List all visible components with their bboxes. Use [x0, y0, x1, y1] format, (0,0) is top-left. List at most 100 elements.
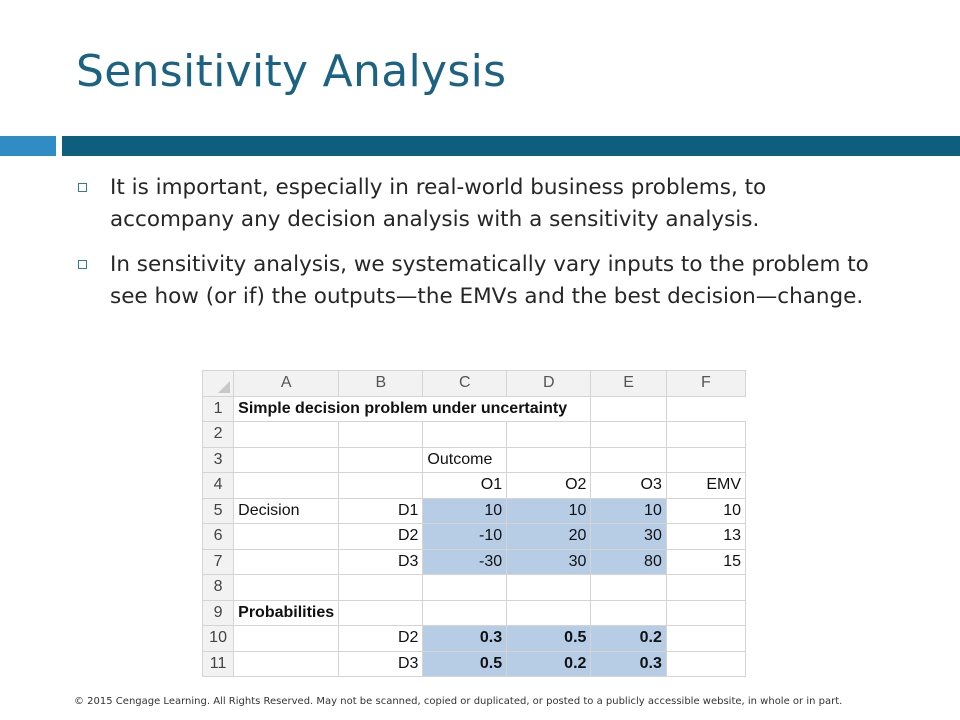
row-header[interactable]: 10 [202, 625, 235, 652]
column-header[interactable]: F [665, 370, 746, 397]
cell[interactable] [233, 574, 340, 601]
cell[interactable] [590, 395, 667, 422]
cell[interactable] [506, 599, 592, 626]
bullet-item: It is important, especially in real-worl… [74, 172, 874, 236]
table-row: 7 D3 -30 30 80 15 [202, 548, 746, 575]
bullet-item: In sensitivity analysis, we systematical… [74, 249, 874, 313]
outcome-label-cell[interactable]: Outcome [422, 446, 508, 473]
payoff-cell[interactable]: 30 [590, 523, 667, 550]
cell[interactable] [665, 574, 746, 601]
cell[interactable] [590, 574, 667, 601]
cell[interactable] [233, 548, 340, 575]
probability-cell[interactable]: 0.5 [506, 625, 592, 652]
row-header[interactable]: 2 [202, 421, 235, 448]
cell[interactable] [233, 523, 340, 550]
probability-cell[interactable]: 0.3 [422, 625, 508, 652]
cell[interactable] [506, 446, 592, 473]
square-bullet-icon [78, 260, 87, 269]
row-header[interactable]: 3 [202, 446, 235, 473]
payoff-cell[interactable]: 80 [590, 548, 667, 575]
probability-cell[interactable]: 0.2 [590, 625, 667, 652]
table-row: 4 O1 O2 O3 EMV [202, 472, 746, 499]
row-header[interactable]: 5 [202, 497, 235, 524]
cell[interactable] [590, 421, 667, 448]
row-header[interactable]: 4 [202, 472, 235, 499]
emv-cell[interactable]: 15 [665, 548, 746, 575]
square-bullet-icon [78, 183, 87, 192]
emv-cell[interactable]: 13 [665, 523, 746, 550]
table-row: 11 D3 0.5 0.2 0.3 [202, 650, 746, 677]
outcome-header-cell[interactable]: O1 [422, 472, 508, 499]
decision-name-cell[interactable]: D2 [338, 523, 424, 550]
cell[interactable] [338, 599, 424, 626]
cell[interactable] [233, 650, 340, 677]
payoff-cell[interactable]: 10 [590, 497, 667, 524]
select-all-corner[interactable] [202, 370, 235, 397]
probability-row-name-cell[interactable]: D2 [338, 625, 424, 652]
cell[interactable] [665, 625, 746, 652]
bullet-list: It is important, especially in real-worl… [74, 172, 874, 326]
table-row: 3 Outcome [202, 446, 746, 473]
column-header[interactable]: B [338, 370, 424, 397]
cell[interactable] [665, 421, 746, 448]
copyright-footer: © 2015 Cengage Learning. All Rights Rese… [74, 696, 843, 707]
payoff-cell[interactable]: 10 [506, 497, 592, 524]
probability-cell[interactable]: 0.2 [506, 650, 592, 677]
cell[interactable] [665, 446, 746, 473]
payoff-cell[interactable]: 10 [422, 497, 508, 524]
column-header-row: A B C D E F [202, 370, 746, 397]
payoff-cell[interactable]: -30 [422, 548, 508, 575]
payoff-cell[interactable]: 20 [506, 523, 592, 550]
cell[interactable] [233, 625, 340, 652]
cell[interactable] [506, 574, 592, 601]
row-header[interactable]: 11 [202, 650, 235, 677]
cell[interactable] [590, 599, 667, 626]
outcome-header-cell[interactable]: O3 [590, 472, 667, 499]
probabilities-label-cell[interactable]: Probabilities [233, 599, 340, 626]
decision-name-cell[interactable]: D1 [338, 497, 424, 524]
cell[interactable] [422, 599, 508, 626]
slide-title: Sensitivity Analysis [76, 46, 507, 97]
cell[interactable] [338, 574, 424, 601]
probability-row-name-cell[interactable]: D3 [338, 650, 424, 677]
column-header[interactable]: E [590, 370, 667, 397]
cell[interactable] [338, 472, 424, 499]
payoff-cell[interactable]: -10 [422, 523, 508, 550]
decision-label-cell[interactable]: Decision [233, 497, 340, 524]
cell[interactable] [422, 421, 508, 448]
column-header[interactable]: D [506, 370, 592, 397]
column-header[interactable]: A [233, 370, 340, 397]
cell[interactable] [233, 421, 340, 448]
row-header[interactable]: 9 [202, 599, 235, 626]
table-row: 1 Simple decision problem under uncertai… [202, 395, 746, 422]
title-rule-accent [0, 136, 56, 156]
bullet-text: In sensitivity analysis, we systematical… [110, 252, 869, 309]
cell[interactable] [665, 650, 746, 677]
payoff-cell[interactable]: 30 [506, 548, 592, 575]
outcome-header-cell[interactable]: O2 [506, 472, 592, 499]
cell[interactable] [233, 472, 340, 499]
sheet-title-cell[interactable]: Simple decision problem under uncertaint… [233, 395, 592, 422]
cell[interactable] [233, 446, 340, 473]
table-row: 9 Probabilities [202, 599, 746, 626]
row-header[interactable]: 6 [202, 523, 235, 550]
table-row: 6 D2 -10 20 30 13 [202, 523, 746, 550]
row-header[interactable]: 7 [202, 548, 235, 575]
emv-cell[interactable]: 10 [665, 497, 746, 524]
cell[interactable] [338, 446, 424, 473]
column-header[interactable]: C [422, 370, 508, 397]
probability-cell[interactable]: 0.5 [422, 650, 508, 677]
probability-cell[interactable]: 0.3 [590, 650, 667, 677]
decision-name-cell[interactable]: D3 [338, 548, 424, 575]
row-header[interactable]: 8 [202, 574, 235, 601]
cell[interactable] [338, 421, 424, 448]
emv-header-cell[interactable]: EMV [665, 472, 746, 499]
title-rule-bar [62, 136, 960, 156]
spreadsheet-grid: A B C D E F 1 Simple decision problem un… [202, 370, 746, 677]
spreadsheet-image: A B C D E F 1 Simple decision problem un… [202, 370, 746, 690]
cell[interactable] [422, 574, 508, 601]
cell[interactable] [590, 446, 667, 473]
row-header[interactable]: 1 [202, 395, 235, 422]
cell[interactable] [506, 421, 592, 448]
cell[interactable] [665, 599, 746, 626]
